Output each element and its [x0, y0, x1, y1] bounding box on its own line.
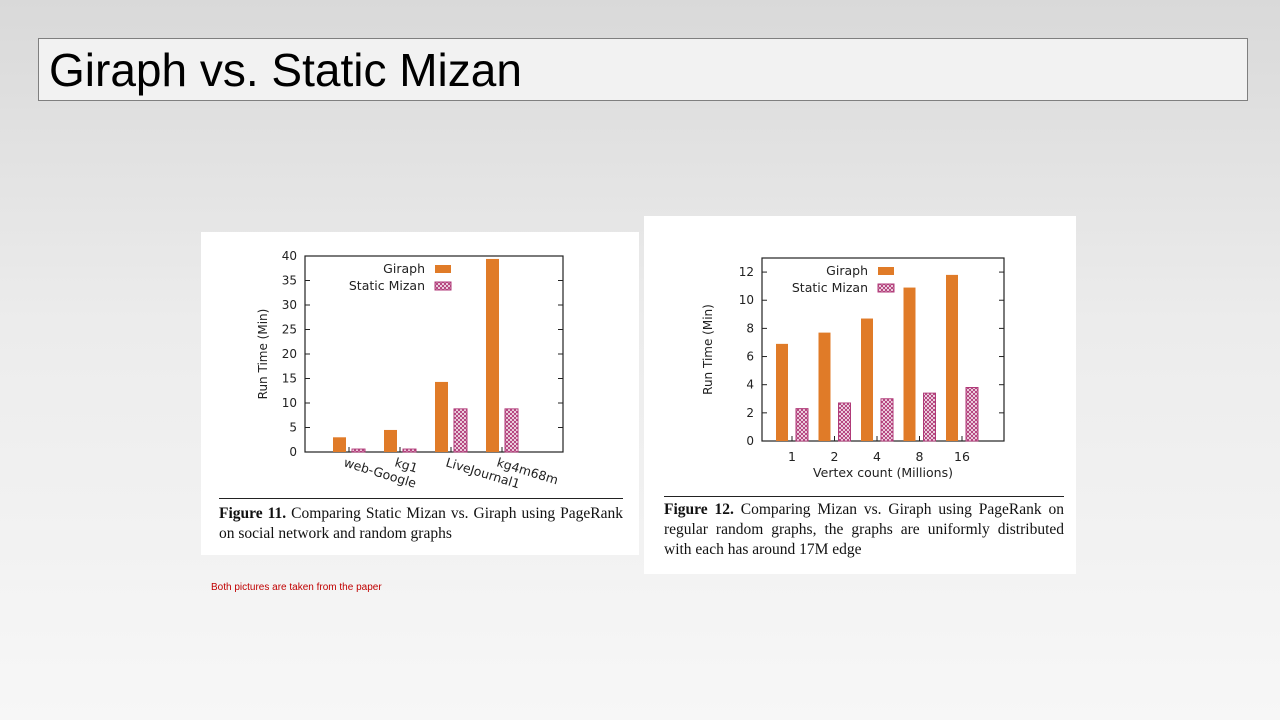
chart1-xtick-label: 16	[954, 449, 970, 464]
figure-11-caption-label: Figure 11.	[219, 505, 287, 522]
chart0-ytick-label: 0	[289, 445, 297, 459]
chart1-xlabel: Vertex count (Millions)	[813, 465, 953, 480]
chart1-ytick-label: 6	[746, 350, 754, 364]
chart1-ytick-label: 2	[746, 406, 754, 420]
chart1-xtick-label: 1	[788, 449, 796, 464]
chart1-ytick-label: 12	[739, 265, 754, 279]
chart1-ytick-label: 8	[746, 321, 754, 335]
chart0-ytick-label: 20	[282, 347, 297, 361]
chart1-bar-giraph	[946, 274, 958, 441]
chart0-ytick-label: 10	[282, 396, 297, 410]
chart1-xtick-label: 4	[873, 449, 881, 464]
chart1-xtick-label: 8	[916, 449, 924, 464]
figure-11-caption: Figure 11. Comparing Static Mizan vs. Gi…	[219, 504, 623, 544]
chart0-legend-swatch-static-mizan	[434, 281, 452, 291]
figure-12-caption-text: Comparing Mizan vs. Giraph using PageRan…	[664, 501, 1065, 558]
figure-12-caption-label: Figure 12.	[664, 501, 734, 518]
figure-11-rule	[219, 498, 623, 499]
chart0-bar-giraph	[435, 381, 448, 452]
chart0-legend-swatch-giraph	[435, 265, 451, 273]
chart1-ytick-label: 0	[746, 434, 754, 448]
slide-title-box: Giraph vs. Static Mizan	[38, 38, 1248, 101]
chart1-bar-giraph	[776, 343, 788, 441]
chart0-ytick-label: 30	[282, 298, 297, 312]
chart0-bar-giraph	[333, 437, 346, 452]
chart1-ylabel: Run Time (Min)	[701, 304, 715, 395]
chart1-bar-static-mizan	[795, 408, 809, 442]
figure-12: 0 2 4 6 8 10 12 Run Time (Min) 1 2 4 8 16 Vertex coun…	[644, 216, 1076, 574]
figure-12-rule	[664, 496, 1064, 497]
chart1-bar-static-mizan	[880, 398, 894, 442]
chart0-bar-static-mizan	[504, 408, 519, 453]
chart0-ytick-label: 35	[282, 274, 297, 288]
chart1-legend-swatch-static-mizan	[877, 283, 895, 293]
figure-11: 0 5 10 15 20 25 30 35 40 Run Time (Min) web-Google…	[201, 232, 639, 555]
chart0-ytick-label: 25	[282, 323, 297, 337]
chart0-ytick-label: 15	[282, 372, 297, 386]
chart1-bar-static-mizan	[965, 387, 979, 442]
figure-11-caption-text: Comparing Static Mizan vs. Giraph using …	[219, 505, 623, 542]
chart0-legend-label: Giraph	[383, 261, 425, 276]
chart0-ylabel: Run Time (Min)	[256, 309, 270, 400]
chart0-plot-frame	[304, 255, 564, 453]
chart1-ytick-label: 4	[746, 378, 754, 392]
figure-12-caption: Figure 12. Comparing Mizan vs. Giraph us…	[664, 500, 1064, 560]
chart1-bar-static-mizan	[923, 392, 936, 442]
chart0-bar-static-mizan	[351, 448, 366, 453]
chart1-bar-static-mizan	[838, 402, 851, 442]
chart0-legend-label: Static Mizan	[349, 278, 425, 293]
chart1-bar-giraph	[903, 287, 916, 441]
chart1-legend-label: Giraph	[826, 263, 868, 278]
chart0-bar-static-mizan	[402, 448, 417, 453]
chart0-bar-static-mizan	[453, 408, 468, 453]
chart1-bar-giraph	[861, 318, 873, 441]
chart0-xtick-label: kg1	[393, 455, 420, 476]
chart0-bar-giraph	[384, 429, 397, 452]
chart0-ytick-label: 5	[289, 421, 297, 435]
chart0-ytick-label: 40	[282, 249, 297, 263]
footnote: Both pictures are taken from the paper	[211, 582, 382, 593]
slide-title: Giraph vs. Static Mizan	[49, 44, 522, 96]
chart1-legend-swatch-giraph	[878, 267, 894, 275]
chart1-ytick-label: 10	[739, 293, 754, 307]
chart1-xtick-label: 2	[831, 449, 839, 464]
chart1-legend-label: Static Mizan	[792, 280, 868, 295]
chart1-bar-giraph	[818, 332, 831, 441]
chart0-bar-giraph	[486, 258, 499, 452]
